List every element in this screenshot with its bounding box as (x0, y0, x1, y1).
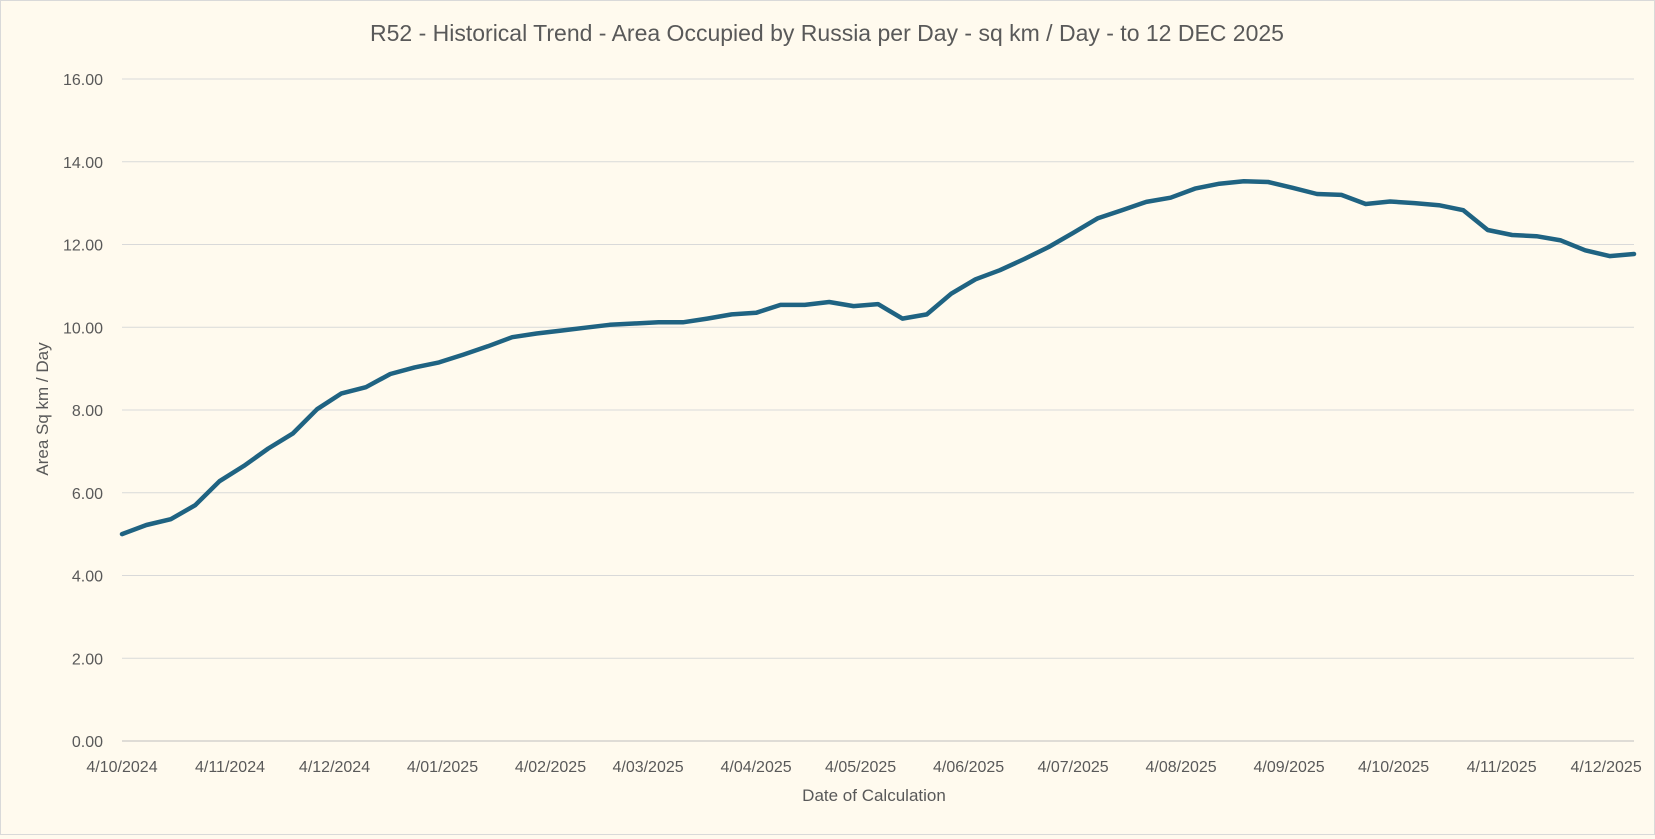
x-axis-title: Date of Calculation (802, 786, 946, 805)
x-tick-label: 4/10/2025 (1358, 759, 1429, 776)
chart-title: R52 - Historical Trend - Area Occupied b… (370, 20, 1284, 46)
x-tick-label: 4/11/2024 (195, 759, 265, 776)
series-line (119, 178, 1637, 537)
x-tick-label: 4/11/2025 (1467, 759, 1537, 776)
y-tick-label: 8.00 (72, 403, 103, 420)
y-tick-label: 2.00 (72, 651, 103, 668)
x-tick-label: 4/08/2025 (1146, 759, 1217, 776)
x-tick-label: 4/04/2025 (720, 759, 791, 776)
x-axis-tick-labels: 4/10/2024 4/11/2024 4/12/2024 4/01/2025 4/02… (86, 759, 1641, 776)
x-tick-label: 4/07/2025 (1038, 759, 1109, 776)
y-tick-label: 6.00 (72, 486, 103, 503)
y-tick-label: 14.00 (63, 155, 103, 172)
series-layer (119, 178, 1637, 537)
x-tick-label: 4/06/2025 (933, 759, 1004, 776)
x-tick-label: 4/10/2024 (86, 759, 157, 776)
x-tick-label: 4/09/2025 (1254, 759, 1325, 776)
x-tick-label: 4/03/2025 (612, 759, 683, 776)
y-tick-label: 4.00 (72, 569, 103, 586)
y-tick-label: 16.00 (63, 72, 103, 89)
y-tick-label: 12.00 (63, 238, 103, 255)
x-tick-label: 4/12/2024 (299, 759, 370, 776)
x-tick-label: 4/02/2025 (515, 759, 586, 776)
y-tick-label: 10.00 (63, 320, 103, 337)
y-axis-title: Area Sq km / Day (33, 342, 52, 476)
y-axis-tick-labels: 0.00 2.00 4.00 6.00 8.00 10.00 12.00 14.00 16.00 (63, 72, 103, 751)
x-tick-label: 4/05/2025 (825, 759, 896, 776)
y-tick-label: 0.00 (72, 734, 103, 751)
gridlines (122, 78, 1634, 742)
x-tick-label: 4/12/2025 (1571, 759, 1642, 776)
x-tick-label: 4/01/2025 (407, 759, 478, 776)
